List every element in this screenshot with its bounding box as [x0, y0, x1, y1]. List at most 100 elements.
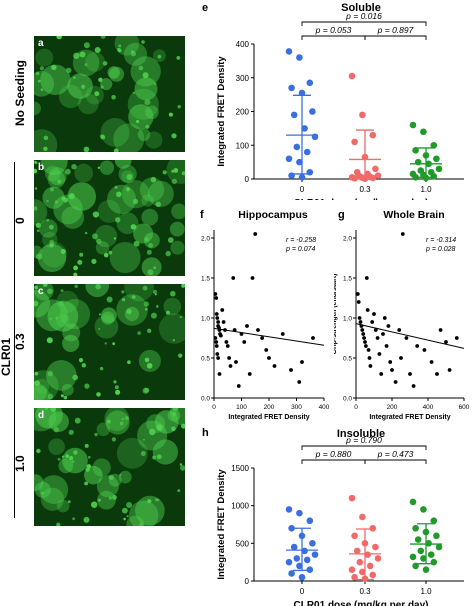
data-point: [300, 360, 304, 364]
micro-blob: [46, 360, 77, 391]
micro-blob: [169, 221, 185, 237]
micro-blob: [159, 313, 185, 344]
data-point: [377, 352, 382, 356]
data-point: [253, 232, 258, 236]
micro-blob: [74, 417, 81, 424]
data-point: [357, 316, 362, 320]
data-point: [370, 320, 375, 324]
data-point: [311, 336, 315, 340]
data-point: [355, 292, 360, 296]
micro-blob: [119, 421, 124, 426]
data-point: [363, 340, 367, 344]
comparison-bracket: [301, 21, 427, 26]
micro-blob: [56, 499, 70, 513]
x-tick-label: 0: [300, 587, 305, 596]
micro-blob: [50, 408, 56, 413]
data-point: [285, 48, 293, 55]
micro-blob: [77, 259, 83, 265]
y-tick-label: 1.0: [343, 316, 352, 323]
data-point: [267, 356, 271, 360]
data-point: [272, 364, 277, 368]
data-point: [290, 111, 298, 119]
micro-blob: [124, 306, 140, 322]
data-point: [306, 79, 314, 87]
micro-blob: [145, 131, 163, 149]
micro-blob: [165, 250, 171, 257]
micro-blob: [107, 66, 120, 79]
data-point: [214, 340, 219, 344]
data-point: [236, 384, 241, 388]
micro-letter-b: b: [38, 162, 45, 173]
comparison-bracket: [301, 445, 427, 450]
micro-blob: [173, 168, 179, 173]
y-tick-label: 2.0: [201, 236, 210, 243]
data-point: [364, 551, 371, 558]
micro-blob: [181, 423, 185, 429]
y-axis-label: Integrated FRET Density: [216, 56, 227, 167]
data-point: [297, 380, 302, 384]
data-point: [429, 360, 434, 364]
comparison-bracket: [364, 35, 427, 40]
data-point: [412, 524, 419, 532]
micro-blob: [144, 308, 148, 311]
micro-blob: [61, 383, 74, 396]
micro-blob: [34, 206, 38, 211]
stat-annotation: r = -0.314: [426, 237, 456, 244]
micro-blob: [92, 233, 98, 240]
micro-blob: [150, 312, 157, 319]
micro-blob: [100, 78, 113, 91]
micro-texture-a: [34, 36, 181, 152]
data-point: [293, 143, 301, 151]
data-point: [430, 517, 438, 525]
micro-blob: [37, 243, 67, 273]
data-point: [216, 356, 221, 360]
data-point: [293, 555, 301, 562]
x-tick-label: 0: [212, 404, 216, 411]
regression-line: [355, 323, 465, 349]
x-tick-label: 0: [354, 404, 358, 411]
micro-blob: [147, 499, 152, 504]
data-point: [369, 571, 377, 579]
micro-blob: [171, 426, 176, 432]
micro-blob: [63, 395, 68, 400]
micro-panel-c: c: [34, 284, 185, 400]
data-point: [361, 332, 366, 336]
micro-blob: [68, 429, 74, 435]
micro-blob: [156, 424, 163, 431]
micro-blob: [61, 206, 85, 229]
data-point: [358, 320, 363, 324]
micro-blob: [144, 387, 150, 393]
data-point: [264, 348, 269, 352]
data-point: [214, 344, 219, 348]
data-point: [214, 312, 219, 316]
data-point: [234, 360, 238, 364]
micro-blob: [96, 392, 101, 397]
micro-blob: [100, 85, 104, 89]
x-axis-label: CLR01 dose (mg/kg per day): [293, 600, 428, 606]
micro-blob: [113, 237, 117, 240]
micro-blob: [59, 299, 91, 330]
micro-blob: [116, 294, 148, 326]
micro-blob: [92, 211, 99, 218]
micro-blob: [46, 218, 50, 222]
micro-blob: [67, 182, 96, 211]
data-point: [221, 320, 226, 324]
micro-blob: [103, 252, 109, 258]
micro-blob: [94, 224, 118, 248]
micro-blob: [171, 203, 185, 220]
x-tick-label: 200: [264, 404, 275, 411]
micro-blob: [53, 427, 59, 433]
micro-blob: [92, 458, 111, 477]
micro-blob: [34, 101, 41, 116]
comparison-label: p = 0.016: [345, 11, 382, 21]
micro-blob: [47, 371, 54, 377]
data-point: [374, 172, 382, 179]
micro-blob: [34, 386, 51, 400]
micro-blob: [138, 65, 144, 71]
data-point: [422, 566, 430, 573]
micro-blob: [156, 305, 159, 308]
y-tick-label: 1.5: [343, 276, 352, 283]
micro-blob: [34, 378, 50, 394]
data-point: [220, 308, 225, 312]
data-point: [296, 158, 303, 166]
